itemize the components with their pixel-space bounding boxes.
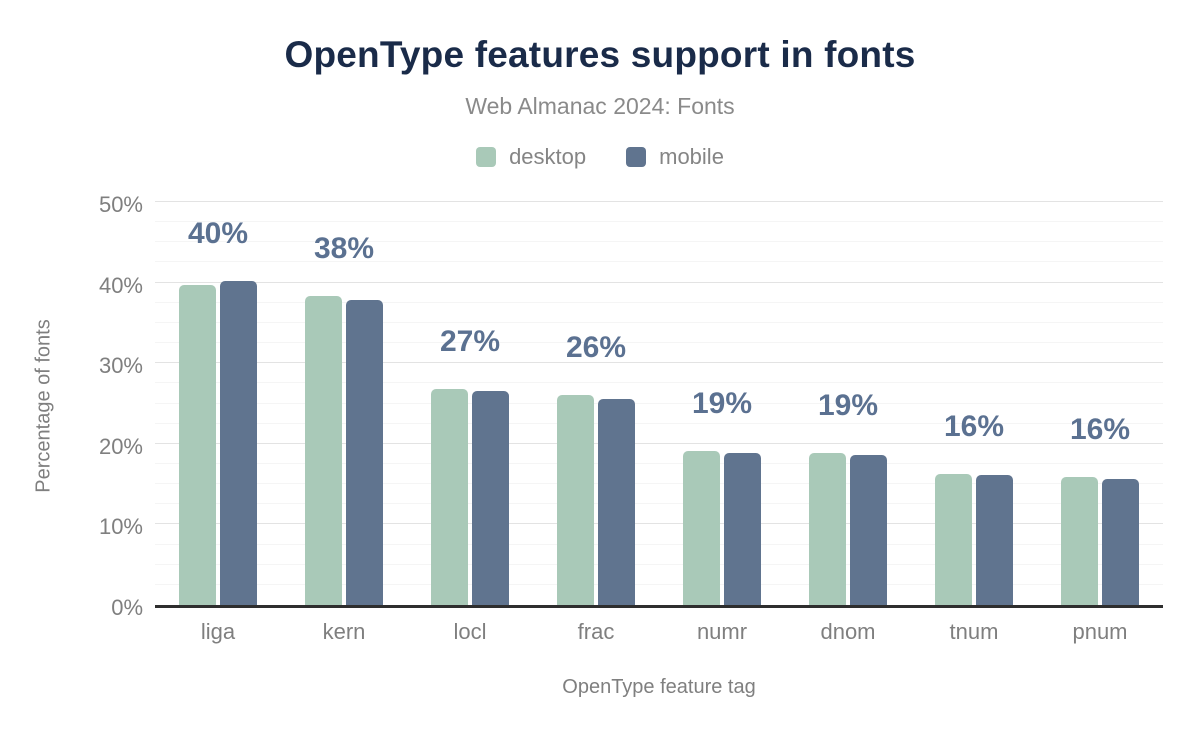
plot-area: 40% 38% 27% 26% 19% 19% 16% 16%	[155, 201, 1163, 608]
bar-desktop-pnum[interactable]	[1061, 476, 1098, 605]
y-tick-label: 40%	[98, 272, 143, 298]
minor-gridline	[155, 583, 1163, 585]
bar-group-numr: 19%	[659, 205, 785, 605]
minor-gridline	[155, 321, 1163, 323]
major-gridline	[155, 281, 1163, 283]
legend-label-desktop: desktop	[509, 144, 587, 169]
bar-desktop-locl[interactable]	[431, 389, 468, 605]
x-tick-label-pnum: pnum	[1072, 619, 1128, 644]
y-tick-label: 30%	[98, 353, 143, 379]
bar-mobile-dnom[interactable]	[850, 455, 887, 605]
minor-gridline	[155, 402, 1163, 404]
bar-group-kern: 38%	[281, 205, 407, 605]
bar-group-pnum: 16%	[1037, 205, 1163, 605]
chart-title: OpenType features support in fonts	[284, 34, 916, 75]
desktop-swatch-icon	[476, 147, 497, 167]
bar-mobile-locl[interactable]	[472, 390, 509, 605]
x-tick-label-numr: numr	[696, 619, 748, 644]
x-tick-label-frac: frac	[577, 619, 615, 644]
minor-gridline	[155, 342, 1163, 344]
x-tick-label-kern: kern	[322, 619, 366, 644]
bar-value-label-dnom: 19%	[817, 388, 879, 422]
y-tick-label: 0%	[111, 595, 143, 620]
legend-label-mobile: mobile	[659, 144, 724, 169]
bar-desktop-dnom[interactable]	[809, 452, 846, 605]
minor-gridline	[155, 382, 1163, 384]
minor-gridline	[155, 483, 1163, 485]
y-tick-label: 50%	[98, 192, 143, 217]
bar-value-label-numr: 19%	[691, 387, 753, 421]
chart-subtitle: Web Almanac 2024: Fonts	[465, 93, 735, 119]
bar-mobile-liga[interactable]	[220, 281, 257, 605]
bar-mobile-kern[interactable]	[346, 300, 383, 605]
minor-gridline	[155, 221, 1163, 223]
bar-desktop-liga[interactable]	[179, 285, 216, 605]
minor-gridline	[155, 241, 1163, 243]
x-tick-label-tnum: tnum	[949, 619, 999, 644]
bar-desktop-tnum[interactable]	[935, 473, 972, 605]
minor-gridline	[155, 462, 1163, 464]
x-tick-label-dnom: dnom	[820, 619, 876, 644]
x-axis-title: OpenType feature tag	[562, 676, 756, 698]
minor-gridline	[155, 503, 1163, 505]
bar-desktop-kern[interactable]	[305, 295, 342, 605]
bar-desktop-numr[interactable]	[683, 451, 720, 605]
y-axis-title: Percentage of fonts	[32, 319, 55, 493]
minor-gridline	[155, 543, 1163, 545]
legend: desktop mobile	[0, 144, 1200, 170]
minor-gridline	[155, 261, 1163, 263]
legend-entry-mobile[interactable]: mobile	[626, 144, 724, 170]
x-axis-ticks: liga kern locl frac numr dnom tnum pnum	[155, 619, 1163, 645]
mobile-swatch-icon	[626, 147, 647, 167]
y-axis-ticks: 50% 40% 30% 20% 10% 0%	[55, 192, 143, 620]
minor-gridline	[155, 563, 1163, 565]
bar-group-locl: 27%	[407, 205, 533, 605]
major-gridline	[155, 362, 1163, 364]
bar-group-tnum: 16%	[911, 205, 1037, 605]
bar-value-label-kern: 38%	[313, 231, 375, 265]
x-tick-label-liga: liga	[200, 619, 236, 644]
bar-group-dnom: 19%	[785, 205, 911, 605]
y-tick-label: 10%	[98, 514, 143, 540]
bar-value-label-liga: 40%	[187, 217, 249, 250]
bar-group-frac: 26%	[533, 205, 659, 605]
bar-group-liga: 40%	[155, 205, 281, 605]
major-gridline	[155, 201, 1163, 202]
minor-gridline	[155, 422, 1163, 424]
bar-mobile-tnum[interactable]	[976, 475, 1013, 605]
bar-mobile-pnum[interactable]	[1102, 479, 1139, 605]
bar-desktop-frac[interactable]	[557, 394, 594, 605]
bar-mobile-frac[interactable]	[598, 398, 635, 605]
bar-value-label-pnum: 16%	[1069, 412, 1131, 446]
bar-mobile-numr[interactable]	[724, 453, 761, 605]
major-gridline	[155, 442, 1163, 444]
x-tick-label-locl: locl	[453, 619, 487, 644]
bar-groups: 40% 38% 27% 26% 19% 19% 16% 16%	[155, 205, 1163, 605]
bar-value-label-locl: 27%	[439, 325, 501, 358]
bar-value-label-frac: 26%	[565, 330, 627, 364]
legend-entry-desktop[interactable]: desktop	[476, 144, 586, 170]
minor-gridline	[155, 301, 1163, 303]
major-gridline	[155, 523, 1163, 525]
y-tick-label: 20%	[98, 433, 143, 459]
bar-value-label-tnum: 16%	[943, 409, 1005, 443]
